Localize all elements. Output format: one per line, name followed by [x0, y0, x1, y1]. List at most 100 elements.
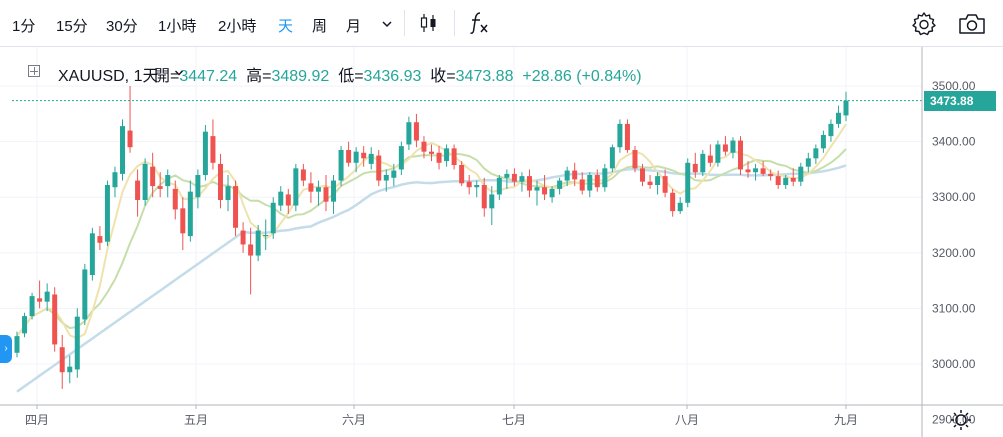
time-tick-label: 八月 [675, 413, 699, 427]
candle [361, 146, 367, 167]
timeframe-15m[interactable]: 15分 [56, 18, 88, 35]
candle [444, 144, 450, 167]
candle-body [587, 175, 593, 191]
candle [760, 161, 766, 177]
timeframe-1w[interactable]: 周 [312, 18, 328, 35]
candle-body [383, 175, 389, 181]
candle [376, 150, 382, 187]
candle [300, 163, 306, 187]
candle [210, 119, 216, 170]
candle [798, 162, 804, 187]
candle [127, 86, 133, 153]
candle-body [361, 152, 367, 159]
high-label: 高= [246, 68, 272, 85]
candle-body [263, 235, 269, 237]
timeframe-2h[interactable]: 2小時 [218, 18, 257, 35]
candle-body [444, 148, 450, 162]
candle-body [700, 153, 706, 173]
candle [700, 150, 706, 177]
candle [737, 136, 743, 175]
candle [59, 335, 65, 389]
price-tick-label: 3500.00 [932, 79, 976, 93]
plus-box-icon[interactable] [28, 65, 40, 77]
candle [602, 163, 608, 192]
candle-body [722, 144, 728, 152]
timeframe-1mo[interactable]: 月 [346, 18, 362, 35]
candle-body [323, 187, 329, 202]
candle [157, 172, 163, 198]
camera-icon[interactable] [958, 12, 986, 36]
candle [331, 175, 337, 214]
candle-body [677, 202, 683, 212]
candle-body [813, 148, 819, 159]
candle [730, 137, 736, 159]
time-tick-label: 四月 [25, 413, 49, 427]
gear-icon[interactable] [911, 11, 937, 37]
chevron-down-icon[interactable] [380, 17, 394, 31]
timeframe-1m[interactable]: 1分 [12, 18, 36, 35]
candle [722, 136, 728, 156]
candle [14, 331, 20, 358]
timeframe-1d[interactable]: 天 [278, 18, 294, 35]
candle [368, 147, 374, 170]
timeframe-1h[interactable]: 1小時 [158, 18, 197, 35]
candle [429, 144, 434, 162]
candle [285, 188, 291, 214]
candle [594, 169, 600, 192]
candle-body [338, 150, 344, 181]
candle-body [120, 126, 126, 174]
price-tick-label: 3200.00 [932, 246, 976, 260]
candle-body [775, 176, 781, 185]
price-tick-label: 3100.00 [932, 301, 976, 315]
candle [233, 180, 239, 237]
candle-body [753, 168, 759, 173]
candle-body [730, 140, 736, 153]
candle-body [52, 294, 58, 345]
candle [315, 180, 321, 206]
candle-body [406, 122, 412, 145]
candle [617, 119, 623, 153]
candlestick-icon[interactable] [418, 12, 440, 34]
candle-body [429, 151, 434, 154]
candle [753, 163, 759, 181]
candle-body [202, 131, 208, 175]
candle-body [248, 244, 254, 256]
candle-body [511, 173, 517, 182]
candle-body [346, 150, 352, 163]
candle-body [790, 177, 796, 182]
candle-body [225, 186, 231, 200]
candle [97, 226, 103, 250]
candle [790, 168, 796, 187]
symbol-label[interactable]: XAUUSD, 1天 [58, 68, 159, 85]
fx-icon[interactable] [468, 10, 490, 36]
candle-body [368, 153, 374, 164]
candle-body [843, 100, 849, 116]
close-value: 3473.88 [455, 68, 514, 85]
candle [715, 140, 721, 167]
candle-body [44, 291, 50, 302]
candle [489, 186, 495, 225]
candlestick-chart[interactable]: 2900.003000.003100.003200.003300.003400.… [0, 47, 1003, 437]
scroll-handle[interactable]: › [0, 335, 12, 363]
candle [828, 119, 834, 142]
candle-body [481, 185, 487, 209]
candle-body [828, 123, 834, 137]
timeframe-30m[interactable]: 30分 [106, 18, 138, 35]
low-value: 3436.93 [363, 68, 422, 85]
candle-body [715, 144, 721, 163]
candle-body [22, 316, 28, 334]
candle-body [37, 298, 43, 302]
candle-body [692, 163, 698, 173]
axis-settings-icon[interactable] [951, 410, 971, 430]
candle-body [135, 180, 141, 200]
candle [609, 144, 615, 173]
candle [135, 169, 141, 217]
candle [406, 116, 412, 150]
candle-body [474, 185, 480, 188]
candle [89, 227, 95, 281]
candle [466, 175, 472, 195]
candle-body [29, 296, 35, 317]
candle-body [549, 188, 555, 198]
time-tick-label: 九月 [834, 413, 858, 427]
symbol-chevron-icon[interactable] [174, 68, 184, 78]
